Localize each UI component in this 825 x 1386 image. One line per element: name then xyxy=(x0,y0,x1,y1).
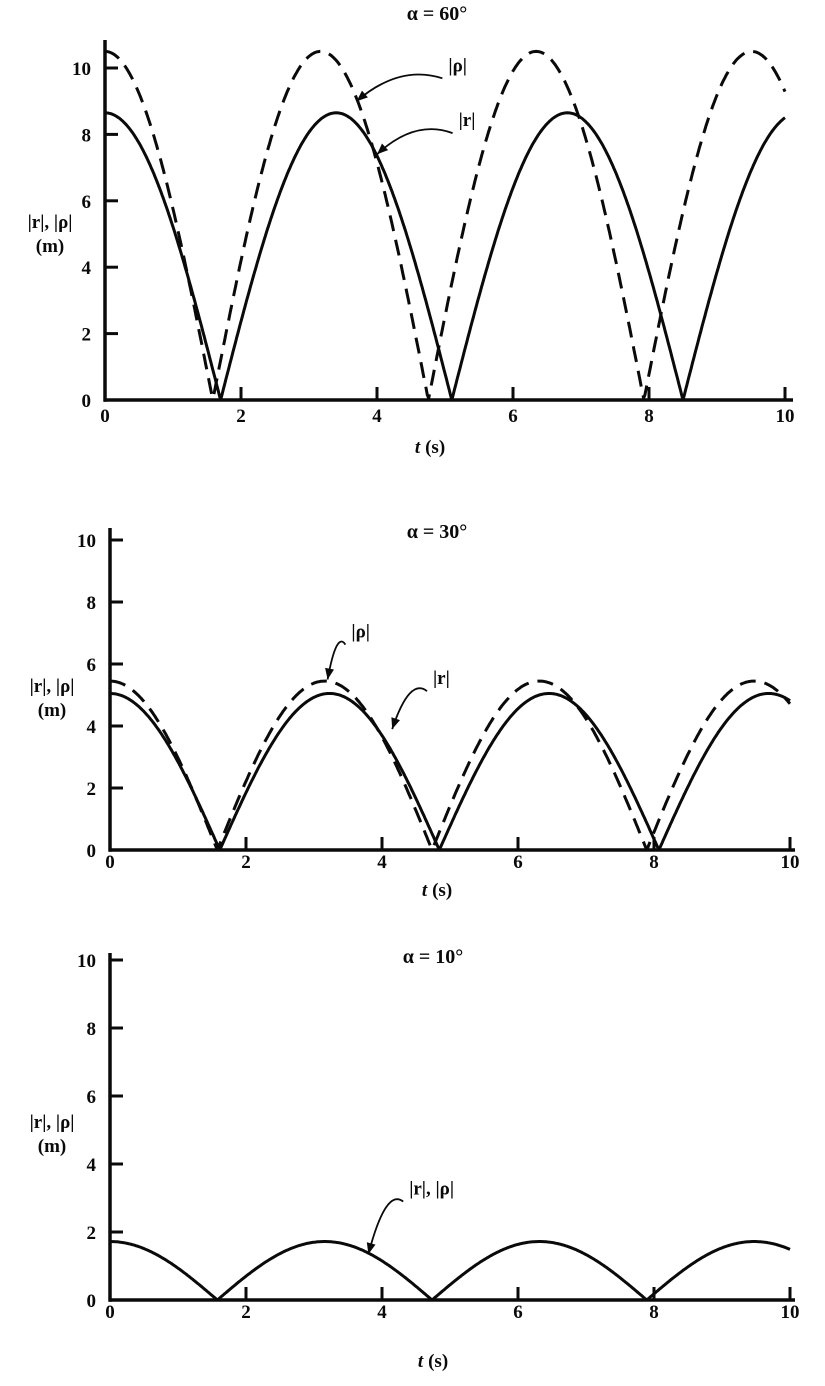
y-tick-label: 8 xyxy=(87,1019,97,1040)
x-tick-label: 4 xyxy=(372,406,382,427)
y-tick-label: 4 xyxy=(87,717,97,738)
x-tick-label: 10 xyxy=(781,852,800,873)
chart-alpha-60: 0 2 4 6 8 10 0 2 4 6 8 10 |ρ| |r| α = 60° |r|, |ρ| (m… xyxy=(0,0,825,470)
plot-area-1: 0 2 4 6 8 10 0 2 4 6 8 10 |ρ| |r| xyxy=(77,528,800,873)
series-label: |ρ| xyxy=(351,622,370,643)
y-tick-label: 2 xyxy=(87,1223,97,1244)
y-tick-label: 0 xyxy=(82,391,92,412)
series-label: |r| xyxy=(459,110,476,131)
y-axis-label-line2: (m) xyxy=(38,700,66,721)
x-axis-label: t (s) xyxy=(418,1351,448,1372)
series-curve-r xyxy=(109,692,791,851)
series-curve-r-rho xyxy=(109,1240,791,1302)
plot-area-2: 0 2 4 6 8 10 0 2 4 6 8 10 |r|, |ρ| xyxy=(77,951,800,1323)
y-axis-label-line1: |r|, |ρ| xyxy=(28,212,73,233)
y-tick-label: 2 xyxy=(87,779,97,800)
y-tick-label: 6 xyxy=(87,655,97,676)
annotation-arrowhead xyxy=(391,717,400,730)
y-axis-label-line2: (m) xyxy=(38,1136,66,1157)
series-label: |r| xyxy=(433,668,450,689)
x-tick-label: 6 xyxy=(508,406,518,427)
x-tick-label: 8 xyxy=(649,1302,659,1323)
x-tick-label: 2 xyxy=(241,852,251,873)
y-tick-label: 6 xyxy=(82,192,92,213)
x-tick-label: 0 xyxy=(105,1302,115,1323)
chart-svg-alpha-30: 0 2 4 6 8 10 0 2 4 6 8 10 |ρ| |r| α = 30° |r|, |ρ| (m… xyxy=(30,521,800,901)
annotation-arrowhead xyxy=(366,1242,376,1255)
series-label: |ρ| xyxy=(448,55,467,76)
annotation-arrowhead xyxy=(377,143,389,155)
y-tick-label: 10 xyxy=(77,531,96,552)
x-tick-label: 6 xyxy=(513,1302,523,1323)
series-label: |r|, |ρ| xyxy=(409,1179,454,1200)
y-tick-label: 8 xyxy=(82,125,92,146)
annotation-arrow xyxy=(356,73,443,102)
y-tick-label: 4 xyxy=(82,258,92,279)
y-tick-label: 2 xyxy=(82,325,92,346)
y-tick-label: 0 xyxy=(87,841,97,862)
chart-title: α = 60° xyxy=(407,3,468,25)
x-tick-label: 4 xyxy=(377,852,387,873)
series-curve-rho xyxy=(109,679,792,852)
x-tick-label: 0 xyxy=(100,406,110,427)
annotation-arrowhead xyxy=(356,90,368,102)
x-tick-label: 6 xyxy=(513,852,523,873)
y-tick-label: 10 xyxy=(77,951,96,972)
chart-title: α = 30° xyxy=(407,521,468,543)
x-axis-label: t (s) xyxy=(415,437,445,458)
x-tick-label: 2 xyxy=(236,406,246,427)
x-axis-label: t (s) xyxy=(422,880,452,901)
y-tick-label: 8 xyxy=(87,593,97,614)
series-curve-r xyxy=(104,111,786,402)
y-tick-label: 6 xyxy=(87,1087,97,1108)
y-tick-label: 0 xyxy=(87,1291,97,1312)
y-axis-label-line2: (m) xyxy=(36,236,64,257)
y-tick-label: 10 xyxy=(72,59,91,80)
x-tick-label: 8 xyxy=(644,406,654,427)
y-axis-label-line1: |r|, |ρ| xyxy=(30,676,75,697)
chart-alpha-10: 0 2 4 6 8 10 0 2 4 6 8 10 |r|, |ρ| α = 10° |r|, |ρ| … xyxy=(0,915,825,1386)
x-tick-label: 10 xyxy=(776,406,795,427)
annotation-arrow xyxy=(376,128,453,155)
x-tick-label: 8 xyxy=(649,852,659,873)
x-tick-label: 2 xyxy=(241,1302,251,1323)
x-tick-label: 10 xyxy=(781,1302,800,1323)
x-tick-label: 0 xyxy=(105,852,115,873)
chart-alpha-30: 0 2 4 6 8 10 0 2 4 6 8 10 |ρ| |r| α = 30° |r|, |ρ| (m… xyxy=(0,470,825,915)
x-tick-label: 4 xyxy=(377,1302,387,1323)
plot-area-0: 0 2 4 6 8 10 0 2 4 6 8 10 |ρ| |r| xyxy=(72,40,795,427)
annotation-arrowhead xyxy=(325,667,334,680)
y-axis-label-line1: |r|, |ρ| xyxy=(30,1112,75,1133)
y-tick-label: 4 xyxy=(87,1155,97,1176)
chart-title: α = 10° xyxy=(403,946,464,968)
annotation-arrow xyxy=(367,1198,404,1255)
chart-svg-alpha-60: 0 2 4 6 8 10 0 2 4 6 8 10 |ρ| |r| α = 60° |r|, |ρ| (m… xyxy=(28,3,795,458)
